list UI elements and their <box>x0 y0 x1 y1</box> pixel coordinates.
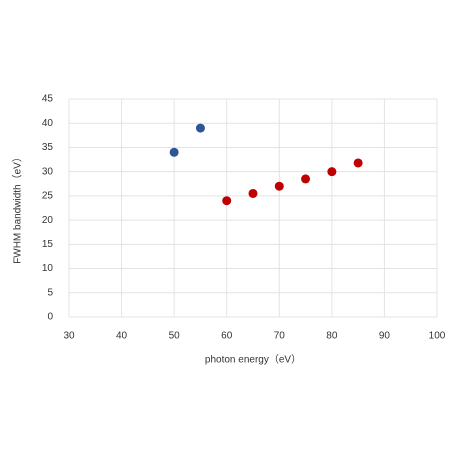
y-tick-label: 35 <box>42 142 54 153</box>
y-tick-label: 15 <box>42 239 54 250</box>
x-axis-label: photon energy（eV） <box>205 354 301 366</box>
x-tick-label: 60 <box>221 331 233 342</box>
point <box>353 158 363 168</box>
point <box>169 147 179 157</box>
y-tick-label: 5 <box>47 287 53 298</box>
x-tick-label: 80 <box>326 331 338 342</box>
point <box>248 188 258 198</box>
y-tick-label: 0 <box>47 312 53 323</box>
x-tick-label: 70 <box>274 331 286 342</box>
x-tick-label: 50 <box>169 331 181 342</box>
y-tick-label: 45 <box>42 94 54 105</box>
point <box>195 123 205 133</box>
y-tick-label: 20 <box>42 215 54 226</box>
x-tick-label: 40 <box>116 331 128 342</box>
y-tick-label: 40 <box>42 118 54 129</box>
x-tick-label: 100 <box>429 331 446 342</box>
y-tick-label: 30 <box>42 166 54 177</box>
point <box>274 181 284 191</box>
x-tick-label: 90 <box>379 331 391 342</box>
y-tick-label: 10 <box>42 263 54 274</box>
y-axis-label: FWHM bandwidth（eV） <box>12 152 24 264</box>
point <box>327 167 337 177</box>
point <box>301 174 311 184</box>
x-tick-label: 30 <box>63 331 75 342</box>
point <box>222 196 232 206</box>
y-tick-label: 25 <box>42 191 54 202</box>
